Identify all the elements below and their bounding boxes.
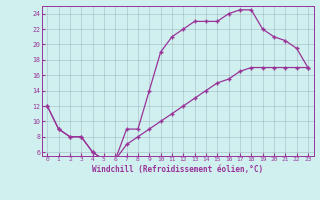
X-axis label: Windchill (Refroidissement éolien,°C): Windchill (Refroidissement éolien,°C) [92,165,263,174]
